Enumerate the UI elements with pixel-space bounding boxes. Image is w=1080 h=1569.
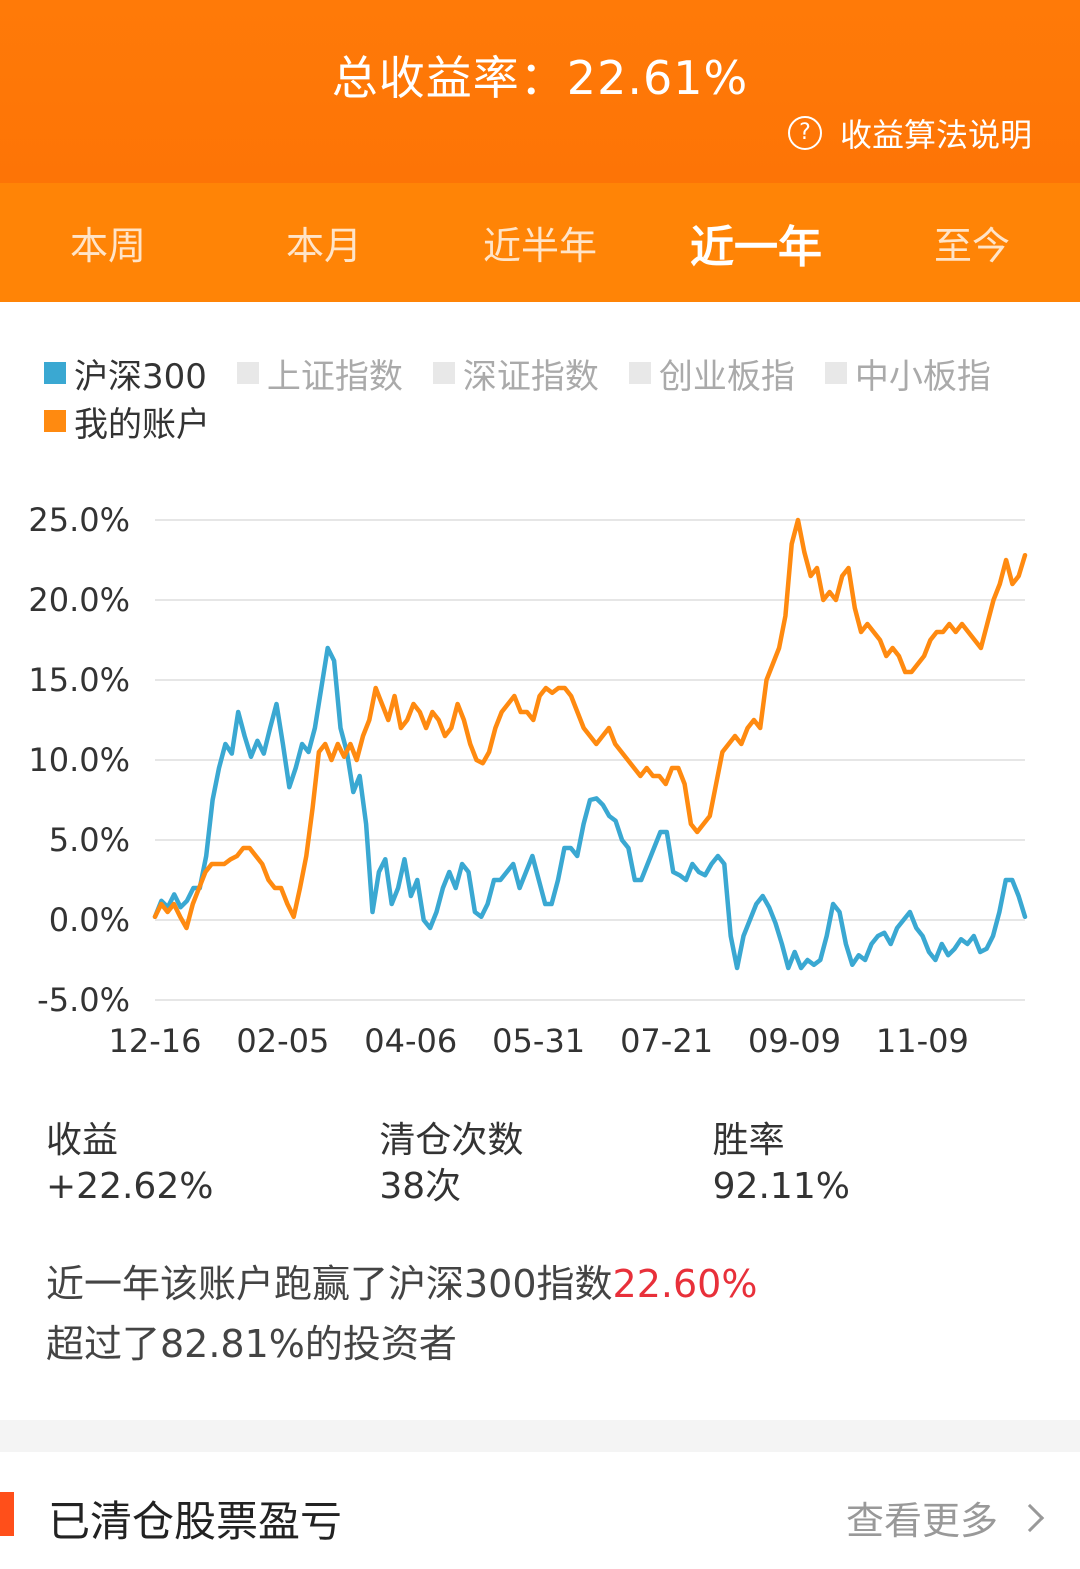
legend-label: 深证指数 xyxy=(462,356,599,397)
tab-to-date[interactable]: 至今 xyxy=(933,224,1010,268)
y-tick-label: 15.0% xyxy=(28,661,130,699)
chevron-right-icon xyxy=(1015,1503,1045,1532)
view-more-link[interactable]: 查看更多 xyxy=(845,1490,1045,1545)
chart-legend: 沪深300 上证指数 深证指数 创业板指 中小板指 我的账户 xyxy=(44,350,1044,446)
y-tick-label: 5.0% xyxy=(49,821,130,859)
stat-return: 收益 +22.62% xyxy=(46,1118,379,1210)
y-tick-label: 0.0% xyxy=(49,901,130,939)
view-more-label: 查看更多 xyxy=(845,1499,998,1543)
legend-label: 我的账户 xyxy=(74,404,210,445)
section-title: 已清仓股票盈亏 xyxy=(48,1497,343,1546)
summary-line-1: 近一年该账户跑赢了沪深300指数22.60% xyxy=(46,1254,757,1314)
y-tick-label: 25.0% xyxy=(28,501,130,539)
period-tabs: 本周 本月 近半年 近一年 至今 xyxy=(0,183,1080,302)
legend-swatch xyxy=(236,362,259,384)
tab-this-week[interactable]: 本周 xyxy=(69,224,146,268)
legend-label: 创业板指 xyxy=(658,356,795,397)
stat-liquidations: 清仓次数 38次 xyxy=(379,1118,712,1210)
return-chart: 25.0% 20.0% 15.0% 10.0% 5.0% 0.0% -5.0%12-16 02… xyxy=(28,501,1028,1060)
legend-swatch xyxy=(628,362,651,384)
stat-label: 清仓次数 xyxy=(379,1120,524,1161)
tab-one-year[interactable]: 近一年 xyxy=(690,221,822,273)
stat-label: 胜率 xyxy=(712,1120,785,1161)
x-tick-label: 11-09 xyxy=(876,1022,969,1060)
tab-this-month[interactable]: 本月 xyxy=(285,224,362,268)
stat-label: 收益 xyxy=(46,1120,119,1161)
legend-item-hs300[interactable]: 沪深300 xyxy=(44,349,207,398)
stat-value: +22.62% xyxy=(46,1166,214,1207)
question-circle-icon: ? xyxy=(787,116,822,150)
x-tick-label: 02-05 xyxy=(236,1022,329,1060)
performance-summary: 近一年该账户跑赢了沪深300指数22.60% 超过了82.81%的投资者 xyxy=(46,1254,757,1374)
legend-swatch xyxy=(824,362,847,384)
stat-value: 92.11% xyxy=(712,1166,850,1207)
legend-item-sme[interactable]: 中小板指 xyxy=(824,349,991,398)
help-link-text: 收益算法说明 xyxy=(839,116,1032,154)
legend-label: 中小板指 xyxy=(854,356,991,397)
series-line-hs300 xyxy=(152,645,1028,971)
x-tick-label: 12-16 xyxy=(109,1022,202,1060)
legend-item-szse[interactable]: 深证指数 xyxy=(432,349,599,398)
legend-swatch xyxy=(432,362,455,384)
legend-item-chinext[interactable]: 创业板指 xyxy=(628,349,795,398)
series-line-my-account xyxy=(152,517,1028,931)
section-divider xyxy=(0,1420,1080,1452)
x-tick-label: 07-21 xyxy=(620,1022,713,1060)
help-link[interactable]: ? 收益算法说明 xyxy=(787,110,1032,156)
summary-highlight: 22.60% xyxy=(612,1262,758,1306)
x-tick-label: 04-06 xyxy=(364,1022,457,1060)
stats-row: 收益 +22.62% 清仓次数 38次 胜率 92.11% xyxy=(46,1118,1046,1210)
y-tick-label: 10.0% xyxy=(28,741,130,779)
total-return-label: 总收益率：22.61% xyxy=(331,51,749,105)
x-tick-label: 05-31 xyxy=(492,1022,585,1060)
summary-prefix: 近一年该账户跑赢了沪深300指数 xyxy=(46,1262,613,1306)
stat-value: 38次 xyxy=(379,1166,462,1207)
summary-line-2: 超过了82.81%的投资者 xyxy=(46,1322,457,1366)
x-tick-label: 09-09 xyxy=(748,1022,841,1060)
legend-swatch xyxy=(44,410,66,432)
stat-win-rate: 胜率 92.11% xyxy=(713,1118,1046,1210)
header: 总收益率：22.61% ? 收益算法说明 xyxy=(0,0,1080,183)
legend-label: 上证指数 xyxy=(266,356,403,397)
legend-swatch xyxy=(44,362,66,384)
section-accent-bar xyxy=(0,1492,14,1536)
tab-half-year[interactable]: 近半年 xyxy=(482,224,597,268)
y-tick-label: -5.0% xyxy=(37,981,130,1019)
cleared-stocks-section: 已清仓股票盈亏 查看更多 xyxy=(0,1452,1080,1569)
y-tick-label: 20.0% xyxy=(28,581,130,619)
legend-label: 沪深300 xyxy=(74,356,207,397)
legend-item-my-account[interactable]: 我的账户 xyxy=(44,397,210,446)
legend-item-sse[interactable]: 上证指数 xyxy=(236,349,403,398)
